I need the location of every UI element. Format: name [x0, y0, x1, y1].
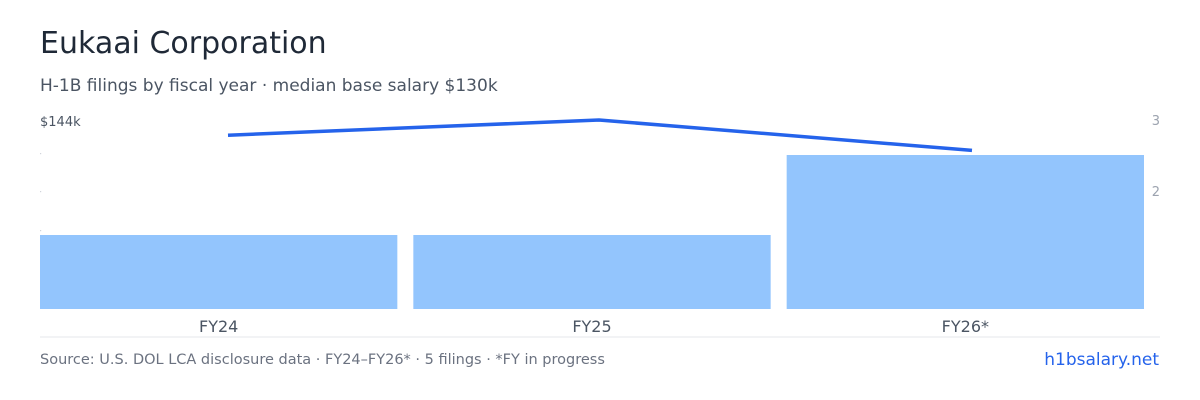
x-tick-label: FY24: [199, 317, 238, 336]
line-series: [227, 118, 973, 153]
bar-series: [40, 155, 1144, 309]
left-axis-tick-mark: [40, 153, 42, 155]
combo-chart: $144k 32 FY24 FY25 FY26*: [40, 114, 1160, 338]
chart-subtitle: H-1B filings by fiscal year · median bas…: [40, 76, 498, 96]
chart-title: Eukaai Corporation: [40, 26, 327, 61]
x-tick-label: FY25: [572, 317, 611, 336]
right-axis-tick-label: 2: [1152, 185, 1160, 200]
x-tick-label: FY26*: [942, 317, 989, 336]
bar-fy26: [786, 155, 1144, 309]
left-axis-ticks: $144k: [40, 115, 81, 232]
median-salary-line: [227, 118, 973, 153]
bar-fy25: [413, 235, 771, 309]
left-axis-max-label: $144k: [40, 115, 81, 130]
x-axis-labels: FY24 FY25 FY26*: [199, 317, 989, 336]
bar-fy24: [40, 235, 398, 309]
left-axis-tick-mark: [40, 230, 42, 232]
site-link[interactable]: h1bsalary.net: [1044, 350, 1159, 370]
right-axis-tick-label: 3: [1152, 114, 1160, 129]
right-axis-ticks: 32: [1152, 114, 1160, 200]
left-axis-tick-mark: [40, 191, 42, 193]
source-note: Source: U.S. DOL LCA disclosure data · F…: [40, 352, 605, 368]
